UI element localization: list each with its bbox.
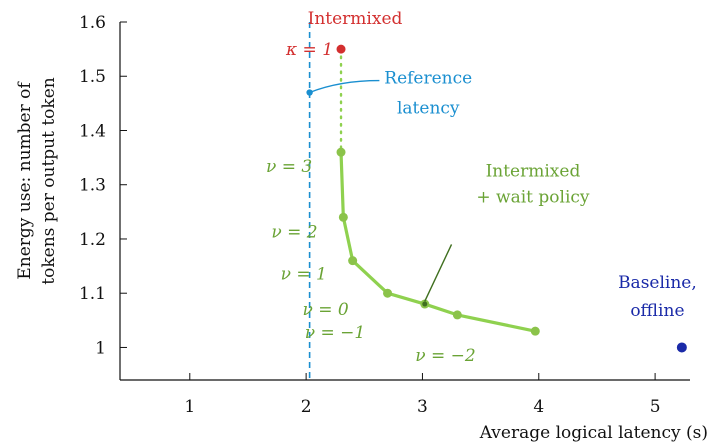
series-point-wait-policy bbox=[348, 256, 357, 265]
reference-label: Reference latency bbox=[384, 69, 472, 119]
intermixed-point bbox=[337, 45, 346, 54]
kappa-label: κ = 1 bbox=[285, 40, 333, 60]
y-tick-label: 1 bbox=[95, 338, 106, 358]
y-axis-title: Energy use: number of tokens per output t… bbox=[15, 77, 59, 284]
point-label-nu: ν = 2 bbox=[271, 222, 317, 242]
x-axis-title: Average logical latency (s) bbox=[479, 423, 708, 443]
series-point-wait-policy bbox=[531, 327, 540, 336]
wait-policy-leader bbox=[425, 244, 452, 301]
baseline-label: Baseline, offline bbox=[618, 273, 697, 321]
series-point-wait-policy bbox=[453, 310, 462, 319]
x-tick-label: 1 bbox=[184, 397, 195, 417]
y-tick-label: 1.5 bbox=[79, 67, 106, 87]
annotations: ν = 3 ν = 2 ν = 1 ν = 0 ν = −1 ν = −2 Intermix… bbox=[266, 9, 697, 366]
baseline-point bbox=[677, 342, 687, 352]
wait-policy-label: Intermixed + wait policy bbox=[476, 162, 590, 208]
intermixed-label: Intermixed bbox=[308, 9, 403, 29]
point-label-nu: ν = −2 bbox=[415, 346, 475, 366]
series-point-wait-policy bbox=[339, 213, 348, 222]
x-tick-label: 3 bbox=[417, 397, 428, 417]
x-tick-label: 2 bbox=[301, 397, 312, 417]
reference-leader bbox=[310, 81, 380, 93]
wait-policy-leader-dot bbox=[422, 302, 427, 307]
point-label-nu: ν = −1 bbox=[305, 323, 365, 343]
series-point-wait-policy bbox=[383, 289, 392, 298]
x-tick-label: 5 bbox=[650, 397, 661, 417]
series-point-wait-policy bbox=[337, 148, 346, 157]
point-label-nu: ν = 0 bbox=[303, 300, 349, 320]
point-label-nu: ν = 1 bbox=[281, 265, 327, 285]
point-label-nu: ν = 3 bbox=[266, 157, 312, 177]
y-tick-label: 1.4 bbox=[79, 121, 106, 141]
y-tick-label: 1.6 bbox=[79, 13, 106, 33]
y-tick-label: 1.3 bbox=[79, 176, 106, 196]
y-tick-label: 1.1 bbox=[79, 284, 106, 304]
axes: 1 2 3 4 5 1 1.1 1.2 1.3 1.4 1.5 1.6 Average logical … bbox=[15, 13, 708, 443]
x-tick-label: 4 bbox=[533, 397, 544, 417]
y-tick-label: 1.2 bbox=[79, 230, 106, 250]
